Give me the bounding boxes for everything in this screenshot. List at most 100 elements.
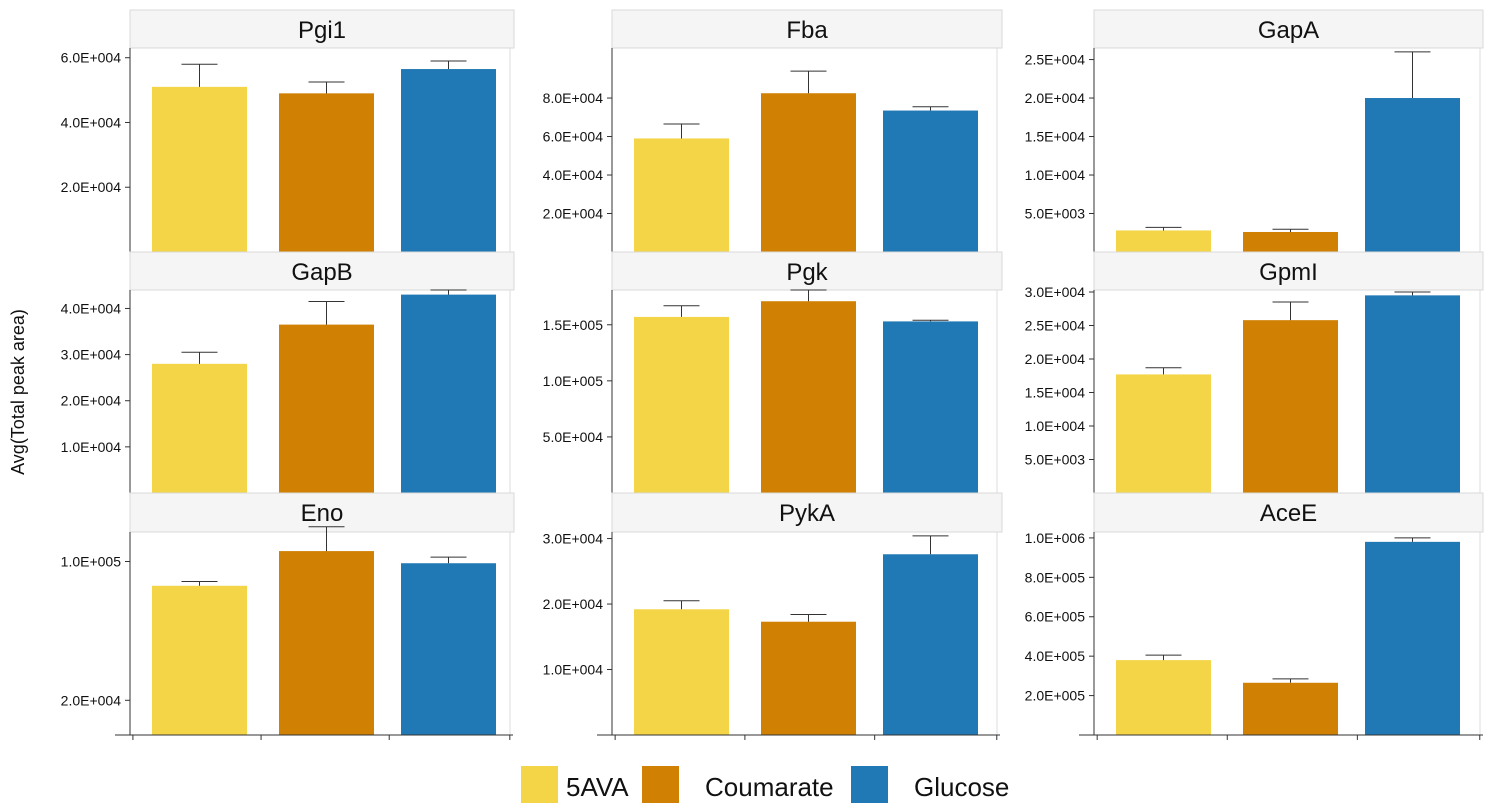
panel-pgk: Pgk 5.0E+004 1.0E+005 1.5E+005	[543, 251, 1003, 493]
bar-coumarate	[279, 93, 374, 252]
bar-coumarate	[761, 301, 856, 493]
bar-5ava	[634, 138, 729, 252]
y-tick-label: 5.0E+003	[1025, 206, 1086, 222]
y-tick-label: 8.0E+005	[1025, 569, 1086, 585]
bar-glucose	[1365, 295, 1460, 493]
panel-eno: Eno 2.0E+004 1.0E+005	[61, 492, 515, 740]
bar-coumarate	[1243, 231, 1338, 252]
panel-strip	[1093, 251, 1484, 291]
y-tick-label: 1.0E+004	[61, 439, 122, 455]
legend-label: Glucose	[914, 772, 1009, 802]
y-tick-label: 1.0E+004	[1025, 167, 1086, 183]
y-tick-label: 2.5E+004	[1025, 318, 1086, 334]
y-tick-label: 2.0E+004	[1025, 90, 1086, 106]
y-tick-label: 1.0E+004	[543, 662, 604, 678]
y-axis-label: Avg(Total peak area)	[8, 309, 28, 475]
bar-glucose	[401, 294, 496, 493]
bar-coumarate	[761, 93, 856, 253]
panel-strip	[1093, 9, 1484, 49]
y-tick-label: 6.0E+004	[61, 50, 122, 66]
y-tick-label: 3.0E+004	[1025, 284, 1086, 300]
y-tick-label: 1.5E+004	[1025, 129, 1086, 145]
legend-swatch	[851, 766, 888, 803]
panel-title: GapB	[291, 259, 352, 286]
panel-title: GapA	[1258, 17, 1319, 44]
bar-5ava	[152, 363, 247, 493]
y-tick-label: 4.0E+004	[543, 167, 604, 183]
bar-5ava	[152, 585, 247, 735]
panel-strip	[129, 9, 515, 49]
panel-strip	[611, 9, 1003, 49]
bar-glucose	[401, 563, 496, 735]
y-tick-label: 5.0E+004	[543, 429, 604, 445]
y-tick-label: 1.5E+005	[543, 317, 604, 333]
bar-glucose	[883, 110, 978, 252]
bar-5ava	[634, 316, 729, 493]
y-tick-label: 1.0E+004	[1025, 418, 1086, 434]
y-tick-label: 1.0E+005	[61, 553, 122, 569]
panel-pyka: PykA 1.0E+004 2.0E+004 3.0E+004	[543, 492, 1003, 740]
legend-label: 5AVA	[566, 772, 629, 802]
y-tick-label: 4.0E+004	[61, 300, 122, 316]
y-tick-label: 3.0E+004	[61, 347, 122, 363]
y-tick-label: 6.0E+004	[543, 129, 604, 145]
y-tick-label: 2.0E+004	[61, 393, 122, 409]
panel-gapb: GapB 1.0E+004 2.0E+004 3.0E+004 4.0E+004	[61, 251, 515, 493]
bar-5ava	[152, 86, 247, 252]
panel-fba: Fba 2.0E+004 4.0E+004 6.0E+004 8.0E+004	[543, 9, 1003, 253]
bar-glucose	[401, 69, 496, 252]
bar-coumarate	[279, 551, 374, 735]
y-tick-label: 1.0E+006	[1025, 530, 1086, 546]
panel-strip	[611, 251, 1003, 291]
y-tick-label: 1.0E+005	[543, 373, 604, 389]
panel-gapa: GapA 5.0E+003 1.0E+004 1.5E+004 2.0E+004 2.5E…	[1025, 9, 1484, 252]
panel-title: AceE	[1260, 500, 1317, 527]
y-tick-label: 2.0E+004	[61, 179, 122, 195]
panel-pgi1: Pgi1 2.0E+004 4.0E+004 6.0E+004	[61, 9, 515, 252]
panel-strip	[129, 251, 515, 291]
bar-glucose	[883, 321, 978, 493]
legend-item-coumarate: Coumarate	[642, 766, 834, 803]
y-tick-label: 1.5E+004	[1025, 385, 1086, 401]
panel-strip	[129, 492, 515, 533]
y-tick-label: 4.0E+004	[61, 114, 122, 130]
y-tick-label: 2.0E+004	[543, 206, 604, 222]
panel-strip	[1093, 492, 1484, 533]
y-tick-label: 8.0E+004	[543, 90, 604, 106]
bar-glucose	[1365, 98, 1460, 252]
panel-title: Eno	[301, 500, 344, 527]
y-tick-label: 2.0E+004	[61, 692, 122, 708]
y-tick-label: 5.0E+003	[1025, 452, 1086, 468]
bar-5ava	[1116, 660, 1211, 735]
bar-5ava	[1116, 374, 1211, 493]
bar-coumarate	[1243, 320, 1338, 493]
panel-title: PykA	[779, 500, 835, 527]
legend-swatch	[642, 766, 679, 803]
bar-coumarate	[761, 621, 856, 735]
y-tick-label: 6.0E+005	[1025, 609, 1086, 625]
legend: 5AVA Coumarate Glucose	[521, 766, 1009, 803]
y-tick-label: 2.0E+005	[1025, 688, 1086, 704]
y-tick-label: 2.0E+004	[543, 596, 604, 612]
panels: Pgi1 2.0E+004 4.0E+004 6.0E+004 Fba 2.0E+004 4…	[61, 9, 1484, 740]
bar-5ava	[1116, 230, 1211, 252]
bar-5ava	[634, 609, 729, 735]
panel-title: GpmI	[1259, 259, 1318, 286]
y-tick-label: 4.0E+005	[1025, 648, 1086, 664]
bar-coumarate	[1243, 682, 1338, 735]
y-tick-label: 2.5E+004	[1025, 52, 1086, 68]
bar-glucose	[883, 554, 978, 735]
bar-glucose	[1365, 541, 1460, 735]
panel-title: Pgi1	[298, 17, 346, 44]
y-tick-label: 2.0E+004	[1025, 351, 1086, 367]
bar-coumarate	[279, 324, 374, 493]
legend-label: Coumarate	[705, 772, 834, 802]
panel-title: Fba	[786, 17, 828, 44]
y-tick-label: 3.0E+004	[543, 531, 604, 547]
panel-strip	[611, 492, 1003, 533]
legend-item-5ava: 5AVA	[521, 766, 629, 803]
legend-item-glucose: Glucose	[851, 766, 1009, 803]
panel-acee: AceE 2.0E+005 4.0E+005 6.0E+005 8.0E+005 1.0E…	[1025, 492, 1484, 740]
panel-gpmi: GpmI 5.0E+003 1.0E+004 1.5E+004 2.0E+004 2.5E…	[1025, 251, 1484, 493]
